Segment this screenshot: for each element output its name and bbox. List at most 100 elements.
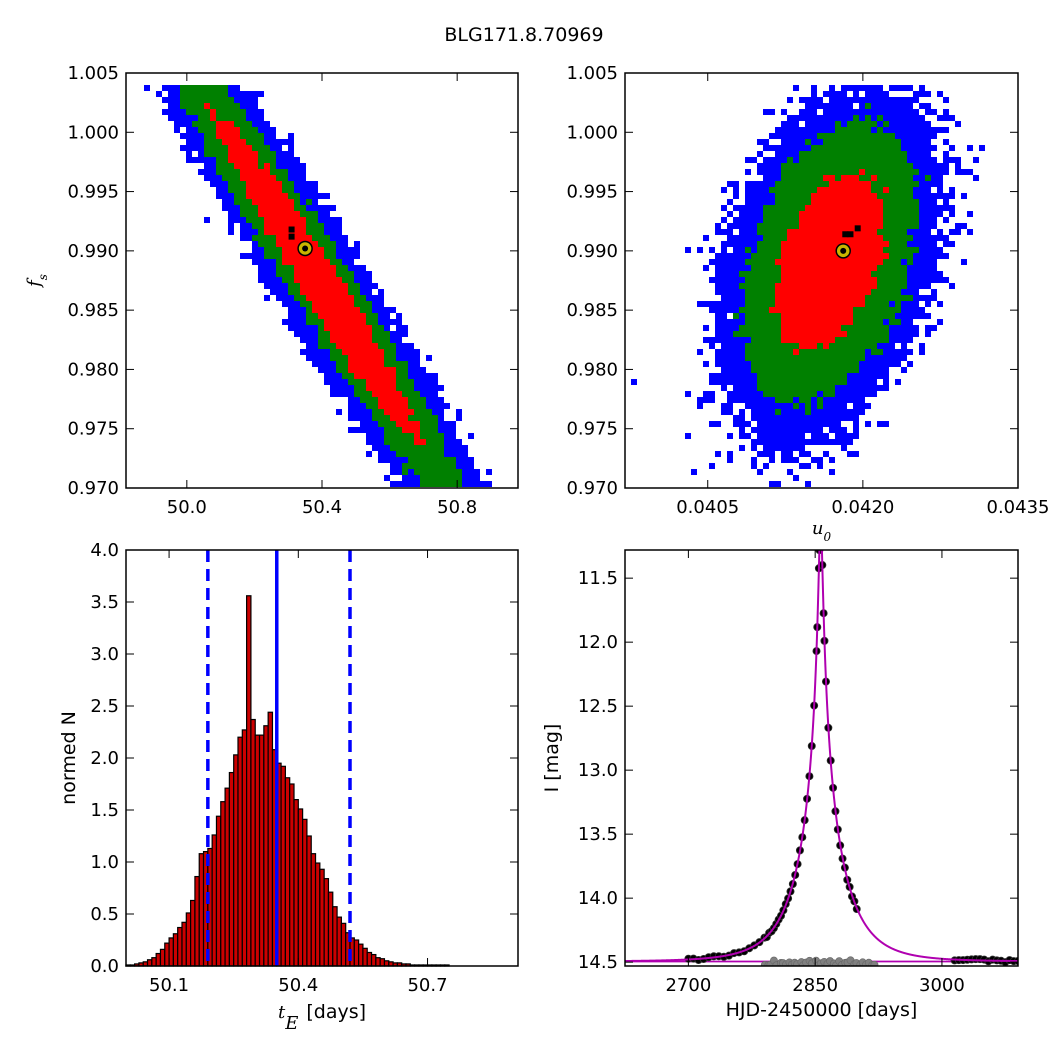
panel-2-bar: [280, 765, 286, 967]
panel-1-density-cell: [829, 109, 835, 115]
panel-0-density-cell: [240, 151, 246, 157]
panel-1-density-cell: [787, 325, 793, 331]
panel-0-density-cell: [318, 349, 324, 355]
panel-0-density-cell: [312, 253, 318, 259]
panel-1-density-cell: [793, 439, 799, 445]
panel-1-density-cell: [859, 253, 865, 259]
panel-1-density-cell: [727, 409, 733, 415]
panel-1-density-cell: [895, 133, 901, 139]
panel-1-density-cell: [781, 199, 787, 205]
panel-1-density-cell: [805, 241, 811, 247]
panel-1-density-cell: [721, 295, 727, 301]
panel-1-density-cell: [889, 127, 895, 133]
panel-1-density-cell: [961, 169, 967, 175]
panel-0-density-cell: [420, 433, 426, 439]
panel-0-density-cell: [348, 379, 354, 385]
panel-1-density-cell: [715, 361, 721, 367]
panel-1-density-cell: [817, 253, 823, 259]
panel-0-density-cell: [228, 163, 234, 169]
panel-0-density-cell: [258, 145, 264, 151]
panel-0-density-cell: [312, 355, 318, 361]
panel-0-density-cell: [318, 367, 324, 373]
panel-1-density-cell: [883, 307, 889, 313]
panel-0-density-cell: [336, 313, 342, 319]
panel-1-density-cell: [859, 373, 865, 379]
panel-1-density-cell: [709, 397, 715, 403]
panel-1-density-cell: [901, 97, 907, 103]
panel-1-density-cell: [871, 163, 877, 169]
panel-tE-vs-fs: 50.0 50.4 50.80.9700.9750.9800.9850.9900.9…: [24, 63, 519, 518]
panel-0-density-cell: [366, 415, 372, 421]
panel-1-density-cell: [853, 121, 859, 127]
panel-0-density-cell: [276, 139, 282, 145]
panel-0-density-cell: [324, 247, 330, 253]
panel-0-density-cell: [288, 265, 294, 271]
panel-0-density-cell: [408, 367, 414, 373]
panel-0-density-cell: [408, 409, 414, 415]
panel-1-density-cell: [829, 469, 835, 475]
panel-1-density-cell: [943, 241, 949, 247]
panel-0-density-cell: [192, 133, 198, 139]
panel-1-density-cell: [901, 349, 907, 355]
panel-1-density-cell: [781, 211, 787, 217]
panel-0-density-cell: [228, 217, 234, 223]
panel-0-density-cell: [282, 235, 288, 241]
panel-2-bar: [207, 847, 213, 967]
panel-1-density-cell: [889, 361, 895, 367]
panel-1-density-cell: [793, 349, 799, 355]
panel-1-density-cell: [745, 211, 751, 217]
panel-0-density-cell: [270, 139, 276, 145]
panel-1-density-cell: [733, 187, 739, 193]
panel-1-density-cell: [823, 421, 829, 427]
panel-1-density-cell: [817, 367, 823, 373]
panel-1-density-cell: [889, 211, 895, 217]
panel-1-density-cell: [919, 169, 925, 175]
panel-0-density-cell: [450, 451, 456, 457]
panel-1-density-cell: [931, 223, 937, 229]
panel-0-density-cell: [426, 481, 432, 487]
panel-1-density-cell: [805, 229, 811, 235]
panel-0-density-cell: [414, 409, 420, 415]
panel-0-density-cell: [450, 421, 456, 427]
panel-1-density-cell: [895, 289, 901, 295]
panel-1-density-cell: [721, 349, 727, 355]
panel-1-density-cell: [871, 259, 877, 265]
panel-0-density-cell: [228, 91, 234, 97]
panel-1-density-cell: [937, 205, 943, 211]
panel-1-density-cell: [787, 451, 793, 457]
panel-0-density-cell: [258, 175, 264, 181]
panel-1-density-cell: [769, 313, 775, 319]
panel-0-density-cell: [198, 169, 204, 175]
panel-1-density-cell: [805, 325, 811, 331]
panel-0-density-cell: [294, 277, 300, 283]
panel-1-density-cell: [757, 391, 763, 397]
panel-1-density-cell: [847, 355, 853, 361]
panel-0-density-cell: [372, 415, 378, 421]
panel-1-density-cell: [889, 259, 895, 265]
panel-0-density-cell: [420, 385, 426, 391]
panel-0-density-cell: [324, 319, 330, 325]
panel-1-density-cell: [793, 247, 799, 253]
panel-1-density-cell: [757, 325, 763, 331]
panel-0-density-cell: [324, 205, 330, 211]
panel-1-density-cell: [853, 289, 859, 295]
panel-0-density-cell: [390, 355, 396, 361]
panel-1-density-cell: [703, 235, 709, 241]
panel-0-density-cell: [420, 427, 426, 433]
panel-1-density-cell: [787, 175, 793, 181]
panel-1-density-cell: [901, 127, 907, 133]
panel-0-ytick-label: 0.980: [67, 359, 119, 380]
panel-0-density-cell: [330, 283, 336, 289]
panel-1-density-cell: [781, 409, 787, 415]
panel-1-density-cell: [775, 421, 781, 427]
panel-1-density-cell: [739, 421, 745, 427]
panel-0-density-cell: [288, 139, 294, 145]
panel-1-density-cell: [733, 415, 739, 421]
panel-0-density-cell: [390, 451, 396, 457]
panel-1-density-cell: [847, 313, 853, 319]
panel-1-density-cell: [751, 295, 757, 301]
panel-1-density-cell: [715, 355, 721, 361]
panel-1-density-cell: [745, 181, 751, 187]
panel-1-density-cell: [715, 379, 721, 385]
panel-1-density-cell: [727, 391, 733, 397]
